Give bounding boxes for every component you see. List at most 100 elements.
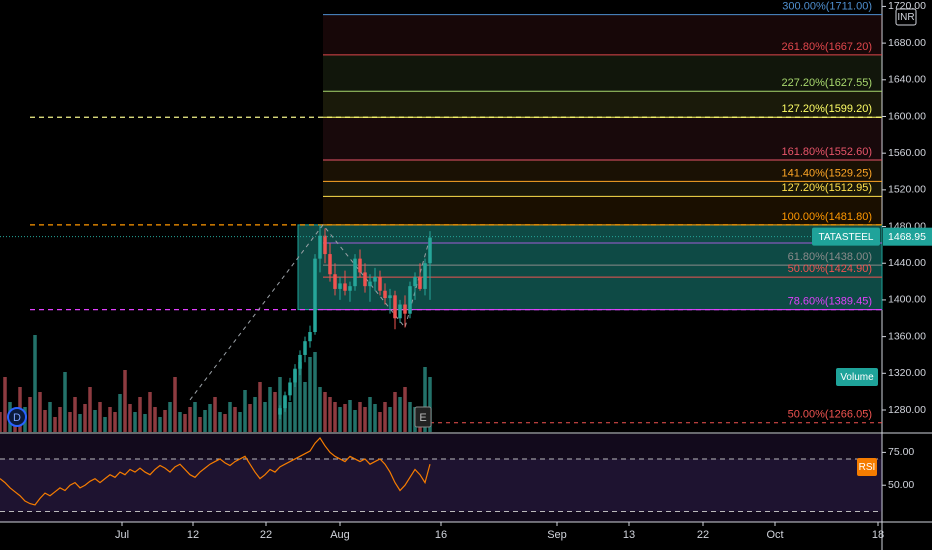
volume-bar [168, 402, 172, 432]
currency: INR [897, 12, 914, 23]
volume-bar [178, 412, 182, 432]
volume-bar [118, 394, 122, 432]
volume-bar [78, 414, 82, 432]
x-tick-label: 22 [697, 529, 709, 541]
fib-band [323, 159, 882, 182]
volume-bar [73, 397, 77, 432]
volume-bar [53, 417, 57, 432]
candle-body [408, 286, 412, 314]
rsi-tick-label: 75.00 [888, 446, 914, 458]
candle-body [338, 283, 342, 289]
fib-label: 50.00%(1424.90) [788, 263, 872, 275]
volume-bar [288, 402, 292, 432]
x-tick-label: 18 [872, 529, 884, 541]
y-tick-label: 1360.00 [888, 330, 926, 342]
x-tick-label: 22 [260, 529, 272, 541]
volume-bar [318, 387, 322, 432]
earnings-icon[interactable] [414, 406, 432, 428]
candle-body [393, 295, 397, 319]
dividend-letter: D [13, 412, 21, 424]
fib-label: 61.80%(1438.00) [788, 251, 872, 263]
candle-body [398, 304, 402, 319]
volume-bar [208, 404, 212, 432]
volume-bar [183, 414, 187, 432]
fib-label: 78.60%(1389.45) [788, 296, 872, 308]
volume-bar [238, 412, 242, 432]
volume-bar [163, 410, 167, 432]
volume-bar [278, 377, 282, 432]
fib-label: 127.20%(1512.95) [781, 182, 872, 194]
fib-label: 100.00%(1481.80) [781, 211, 872, 223]
volume-bar [228, 402, 232, 432]
candle-body [323, 235, 327, 255]
fib-label: 141.40%(1529.25) [781, 167, 872, 179]
last-price-label: 1468.95 [888, 231, 926, 243]
y-tick-label: 1400.00 [888, 294, 926, 306]
volume-bar [308, 357, 312, 432]
volume-bar [3, 377, 7, 432]
volume-bar [263, 402, 267, 432]
volume-bar [103, 417, 107, 432]
volume-bar [98, 402, 102, 432]
volume-bar [338, 407, 342, 432]
x-tick-label: Oct [766, 529, 783, 541]
rsi-band [0, 458, 882, 512]
fib-label: 50.00%(1266.05) [788, 409, 872, 421]
x-tick-label: 13 [623, 529, 635, 541]
fib-band [323, 54, 882, 92]
candle-body [278, 408, 282, 415]
volume-bar [63, 372, 67, 432]
volume-bar [143, 414, 147, 432]
volume-bar [348, 400, 352, 432]
volume-bar [428, 377, 432, 432]
y-tick-label: 1600.00 [888, 110, 926, 122]
volume-badge[interactable] [836, 368, 878, 386]
rsi-panel [0, 434, 882, 522]
candle-body [328, 254, 332, 275]
fib-band [323, 117, 882, 160]
candle-body [348, 286, 352, 291]
rsi-badge[interactable] [857, 458, 877, 476]
dividend-icon[interactable] [7, 407, 27, 427]
y-tick-label: 1640.00 [888, 74, 926, 86]
volume-bar [283, 397, 287, 432]
symbol-label: TATASTEEL [818, 232, 873, 243]
fib-band [323, 14, 882, 55]
volume-bar [158, 417, 162, 432]
volume-bar [0, 412, 2, 432]
candle-body [368, 281, 372, 287]
candle-body [313, 258, 317, 333]
volume-bar [273, 392, 277, 432]
volume-label: Volume [840, 372, 874, 383]
candle-body [388, 295, 392, 299]
candle-body [403, 304, 407, 314]
fib-band [323, 181, 882, 197]
candle-body [378, 276, 382, 291]
currency-badge[interactable] [895, 8, 917, 26]
volume-bar [383, 402, 387, 432]
y-tick-label: 1560.00 [888, 147, 926, 159]
volume-bar [388, 407, 392, 432]
volume-bar [203, 410, 207, 432]
volume-bar [58, 407, 62, 432]
fib-label: 261.80%(1667.20) [781, 41, 872, 53]
volume-bar [223, 414, 227, 432]
volume-bar [403, 387, 407, 432]
candle-body [308, 332, 312, 342]
candle-body [363, 272, 367, 287]
volume-bar [393, 392, 397, 432]
fib-band [323, 91, 882, 118]
volume-bar [378, 412, 382, 432]
volume-bar [298, 362, 302, 432]
y-tick-label: 1520.00 [888, 184, 926, 196]
volume-bar [233, 407, 237, 432]
volume-bar [38, 392, 42, 432]
volume-bar [363, 407, 367, 432]
volume-bar [303, 382, 307, 432]
volume-bar [33, 335, 37, 432]
candle-body [413, 276, 417, 287]
volume-bar [218, 412, 222, 432]
volume-bar [173, 377, 177, 432]
fib-label: 227.20%(1627.55) [781, 77, 872, 89]
